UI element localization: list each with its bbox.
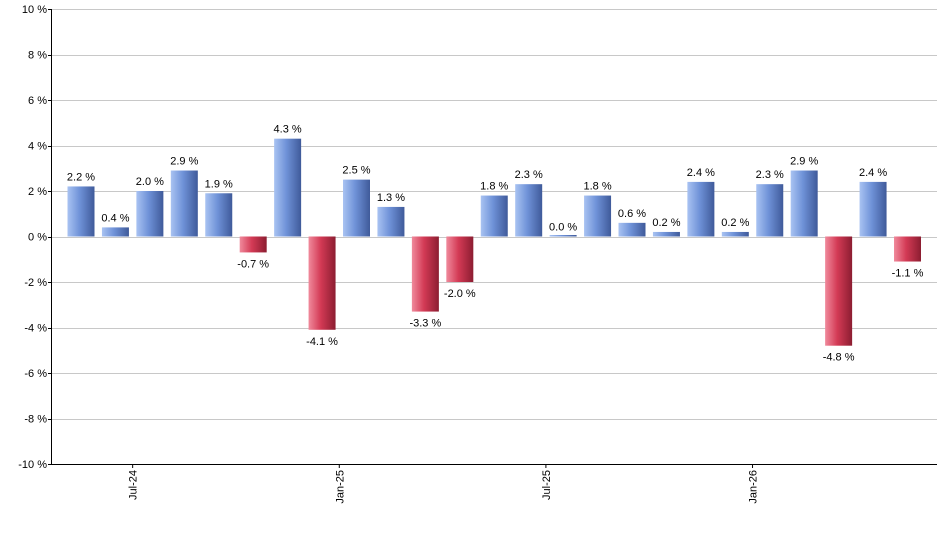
bar xyxy=(274,138,302,237)
x-tick-label: Jan-25 xyxy=(334,470,346,504)
bar xyxy=(67,186,95,237)
y-tick-label: -4 % xyxy=(24,323,47,335)
grid-lines xyxy=(51,9,937,465)
bar xyxy=(136,191,164,237)
bar xyxy=(239,236,267,253)
y-tick-label: -2 % xyxy=(24,277,47,289)
data-label: 2.3 % xyxy=(515,169,543,181)
data-label: -4.1 % xyxy=(306,336,338,348)
x-tick-labels: Jul-24 Jan-25 Jul-25 Jan-26 xyxy=(128,464,760,504)
data-label: 2.4 % xyxy=(687,167,715,179)
bar xyxy=(790,170,818,237)
x-tick-label: Jan-26 xyxy=(748,470,760,504)
y-tick-label: 10 % xyxy=(22,4,47,16)
y-tick-label: -6 % xyxy=(24,368,47,380)
data-label: 1.9 % xyxy=(205,178,233,190)
data-label: -2.0 % xyxy=(444,288,476,300)
bar xyxy=(377,206,405,237)
data-label: 2.4 % xyxy=(859,167,887,179)
data-label: 1.8 % xyxy=(480,181,508,193)
bar xyxy=(308,236,336,330)
bar xyxy=(446,236,474,282)
data-label: 2.9 % xyxy=(170,156,198,168)
data-label: 1.8 % xyxy=(583,181,611,193)
data-label: 0.6 % xyxy=(618,208,646,220)
data-label: 2.0 % xyxy=(136,176,164,188)
bar xyxy=(515,184,543,237)
x-tick-label: Jul-24 xyxy=(128,470,140,500)
bar xyxy=(825,236,853,346)
data-label: 2.2 % xyxy=(67,171,95,183)
data-label: 0.4 % xyxy=(101,212,129,224)
bar xyxy=(584,195,612,237)
bars xyxy=(67,138,921,346)
data-label: 4.3 % xyxy=(274,124,302,136)
data-label: 0.0 % xyxy=(549,222,577,234)
data-label: 1.3 % xyxy=(377,192,405,204)
bar xyxy=(205,193,233,237)
data-label: -4.8 % xyxy=(823,352,855,364)
data-label: -1.1 % xyxy=(892,268,924,280)
bar xyxy=(480,195,508,237)
y-tick-label: -8 % xyxy=(24,414,47,426)
y-tick-label: -10 % xyxy=(18,459,47,471)
y-tick-label: 0 % xyxy=(28,232,47,244)
x-tick-label: Jul-25 xyxy=(541,470,553,500)
bar xyxy=(411,236,439,312)
y-tick-label: 4 % xyxy=(28,141,47,153)
data-label: -3.3 % xyxy=(409,318,441,330)
bar xyxy=(101,227,129,237)
bar xyxy=(170,170,198,237)
y-tick-labels: 10 % 8 % 6 % 4 % 2 % 0 % -2 % -4 % -6 % -8 % -10 % xyxy=(18,4,51,471)
data-label: -0.7 % xyxy=(237,258,269,270)
bar xyxy=(618,222,646,237)
bar xyxy=(343,179,370,237)
bar xyxy=(687,181,715,237)
data-labels: 2.2 % 0.4 % 2.0 % 2.9 % 1.9 % -0.7 % 4.3 % -4.1… xyxy=(67,124,924,364)
y-tick-label: 2 % xyxy=(28,186,47,198)
data-label: 2.3 % xyxy=(756,169,784,181)
axes xyxy=(51,9,937,465)
bar xyxy=(859,181,887,237)
data-label: 0.2 % xyxy=(652,217,680,229)
bar xyxy=(756,184,784,237)
bar xyxy=(549,235,577,237)
bar xyxy=(721,231,749,237)
y-tick-label: 6 % xyxy=(28,95,47,107)
data-label: 2.9 % xyxy=(790,156,818,168)
bar xyxy=(894,236,921,262)
data-label: 2.5 % xyxy=(342,165,370,177)
data-label: 0.2 % xyxy=(721,217,749,229)
bar xyxy=(652,231,680,237)
y-tick-label: 8 % xyxy=(28,50,47,62)
